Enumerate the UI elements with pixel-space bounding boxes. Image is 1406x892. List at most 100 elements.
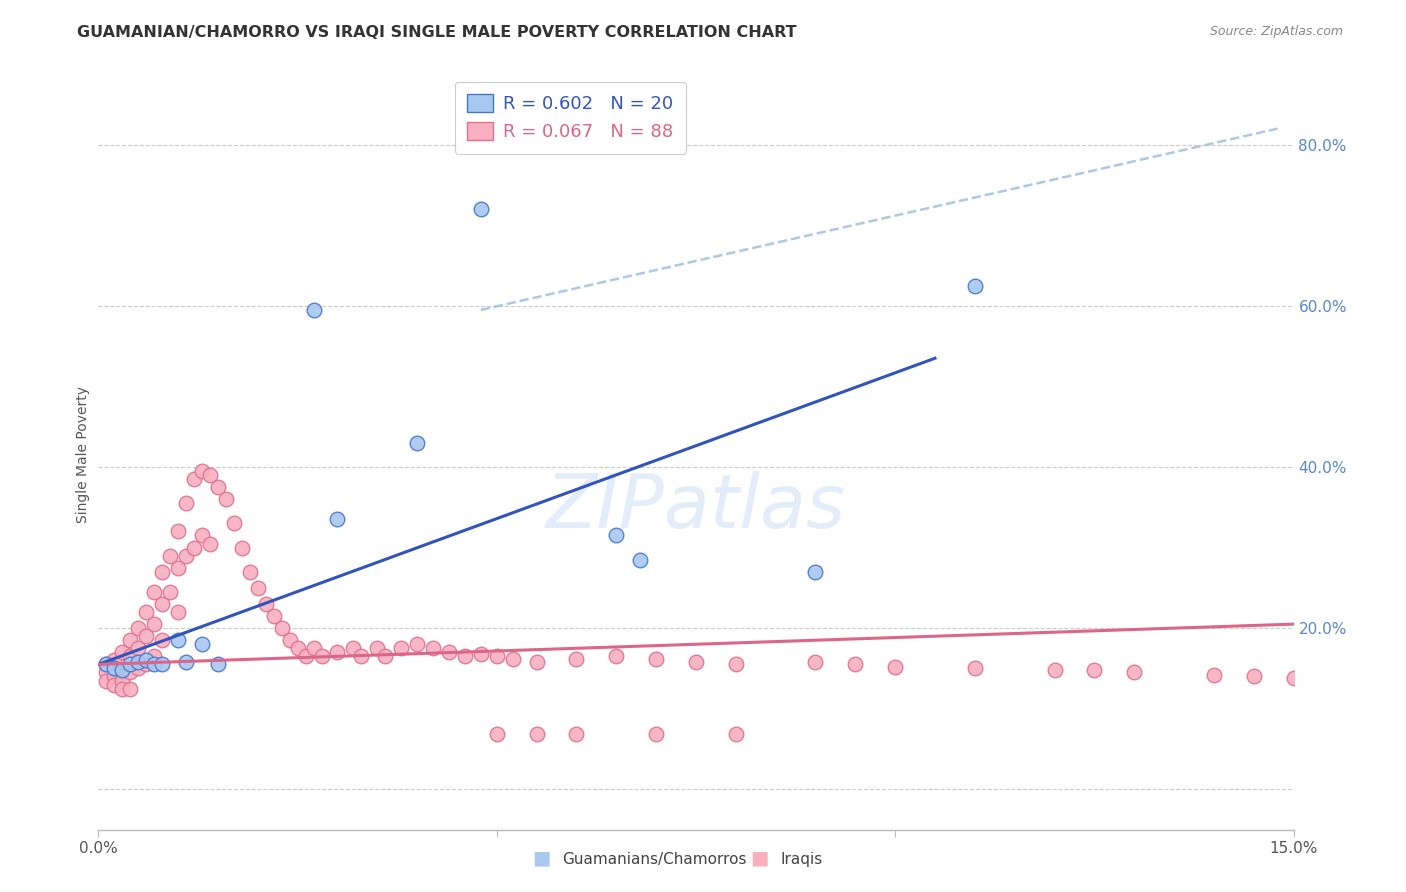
Point [231, 541, 253, 555]
Text: Guamanians/Chamorros: Guamanians/Chamorros [562, 852, 747, 867]
Point [96, 665, 118, 680]
Point [167, 605, 190, 619]
Point [120, 681, 142, 696]
Point [526, 727, 548, 741]
Point [502, 652, 524, 666]
Point [159, 585, 181, 599]
Point [254, 597, 277, 611]
Point [1123, 665, 1146, 680]
Point [111, 681, 134, 696]
Point [111, 645, 134, 659]
Point [183, 541, 205, 555]
Point [263, 609, 285, 624]
Point [645, 652, 668, 666]
Point [183, 472, 205, 486]
Point [470, 647, 492, 661]
Point [120, 665, 142, 680]
Point [167, 633, 190, 648]
Point [605, 528, 627, 542]
Point [127, 661, 149, 675]
Text: GUAMANIAN/CHAMORRO VS IRAQI SINGLE MALE POVERTY CORRELATION CHART: GUAMANIAN/CHAMORRO VS IRAQI SINGLE MALE … [77, 25, 797, 40]
Point [526, 655, 548, 669]
Point [685, 655, 707, 669]
Point [174, 549, 197, 563]
Point [103, 661, 125, 675]
Point [111, 665, 134, 680]
Point [143, 585, 166, 599]
Point [804, 655, 827, 669]
Point [135, 653, 157, 667]
Point [150, 633, 173, 648]
Point [437, 645, 460, 659]
Point [645, 727, 668, 741]
Point [406, 637, 429, 651]
Point [605, 649, 627, 664]
Point [350, 649, 373, 664]
Point [1282, 671, 1305, 685]
Point [174, 655, 197, 669]
Point [143, 649, 166, 664]
Point [150, 565, 173, 579]
Point [167, 524, 190, 539]
Point [127, 641, 149, 656]
Y-axis label: Single Male Poverty: Single Male Poverty [76, 386, 90, 524]
Point [198, 468, 221, 483]
Point [143, 617, 166, 632]
Point [103, 653, 125, 667]
Point [96, 657, 118, 672]
Point [103, 677, 125, 691]
Point [127, 655, 149, 669]
Point [374, 649, 396, 664]
Point [120, 657, 142, 672]
Point [191, 464, 214, 478]
Point [628, 552, 651, 566]
Point [246, 581, 269, 595]
Point [135, 629, 157, 643]
Point [215, 492, 238, 507]
Point [294, 649, 316, 664]
Point [150, 597, 173, 611]
Point [96, 657, 118, 672]
Point [207, 657, 229, 672]
Point [207, 480, 229, 494]
Point [326, 512, 349, 526]
Point [111, 663, 134, 677]
Point [167, 560, 190, 574]
Point [454, 649, 477, 664]
Point [485, 649, 508, 664]
Point [198, 536, 221, 550]
Point [120, 649, 142, 664]
Point [485, 727, 508, 741]
Point [366, 641, 388, 656]
Point [287, 641, 309, 656]
Point [302, 641, 325, 656]
Point [342, 641, 364, 656]
Point [804, 565, 827, 579]
Point [1202, 668, 1225, 682]
Point [191, 637, 214, 651]
Point [470, 202, 492, 217]
Point [311, 649, 333, 664]
Point [1083, 663, 1105, 677]
Point [724, 657, 747, 672]
Point [103, 669, 125, 683]
Point [326, 645, 349, 659]
Point [127, 621, 149, 635]
Point [963, 661, 986, 675]
Point [191, 528, 214, 542]
Point [135, 605, 157, 619]
Point [422, 641, 444, 656]
Point [143, 657, 166, 672]
Legend: R = 0.602   N = 20, R = 0.067   N = 88: R = 0.602 N = 20, R = 0.067 N = 88 [454, 82, 686, 153]
Point [844, 657, 866, 672]
Text: ■: ■ [531, 848, 551, 867]
Point [135, 657, 157, 672]
Text: Source: ZipAtlas.com: Source: ZipAtlas.com [1209, 25, 1343, 38]
Point [1043, 663, 1066, 677]
Point [963, 278, 986, 293]
Point [120, 633, 142, 648]
Point [565, 652, 588, 666]
Point [96, 673, 118, 688]
Text: Iraqis: Iraqis [780, 852, 823, 867]
Point [278, 633, 301, 648]
